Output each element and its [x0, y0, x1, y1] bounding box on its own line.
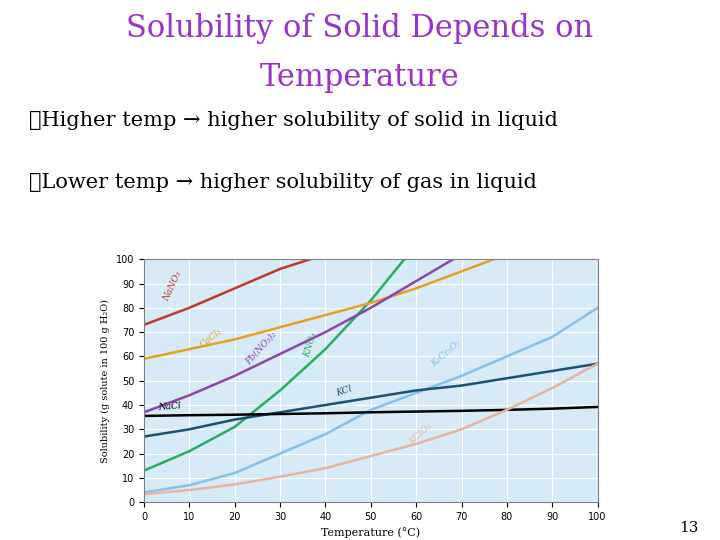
- Text: CaCl₂: CaCl₂: [199, 326, 224, 349]
- Text: KNO₃: KNO₃: [302, 332, 319, 359]
- Text: Solubility of Solid Depends on: Solubility of Solid Depends on: [127, 14, 593, 44]
- Text: 13: 13: [679, 521, 698, 535]
- Text: Temperature: Temperature: [260, 62, 460, 93]
- Text: NaCl: NaCl: [158, 402, 181, 413]
- X-axis label: Temperature (°C): Temperature (°C): [321, 528, 420, 538]
- Text: NaNO₃: NaNO₃: [162, 270, 184, 303]
- Y-axis label: Solubility (g solute in 100 g H₂O): Solubility (g solute in 100 g H₂O): [102, 299, 110, 463]
- Text: ✓Lower temp → higher solubility of gas in liquid: ✓Lower temp → higher solubility of gas i…: [29, 173, 536, 192]
- Text: ✓Higher temp → higher solubility of solid in liquid: ✓Higher temp → higher solubility of soli…: [29, 111, 558, 130]
- Text: KCl: KCl: [335, 384, 353, 397]
- Text: Pb(NO₃)₂: Pb(NO₃)₂: [244, 329, 278, 366]
- Text: KClO₃: KClO₃: [407, 421, 433, 446]
- Text: K₂Cr₂O₇: K₂Cr₂O₇: [430, 339, 463, 368]
